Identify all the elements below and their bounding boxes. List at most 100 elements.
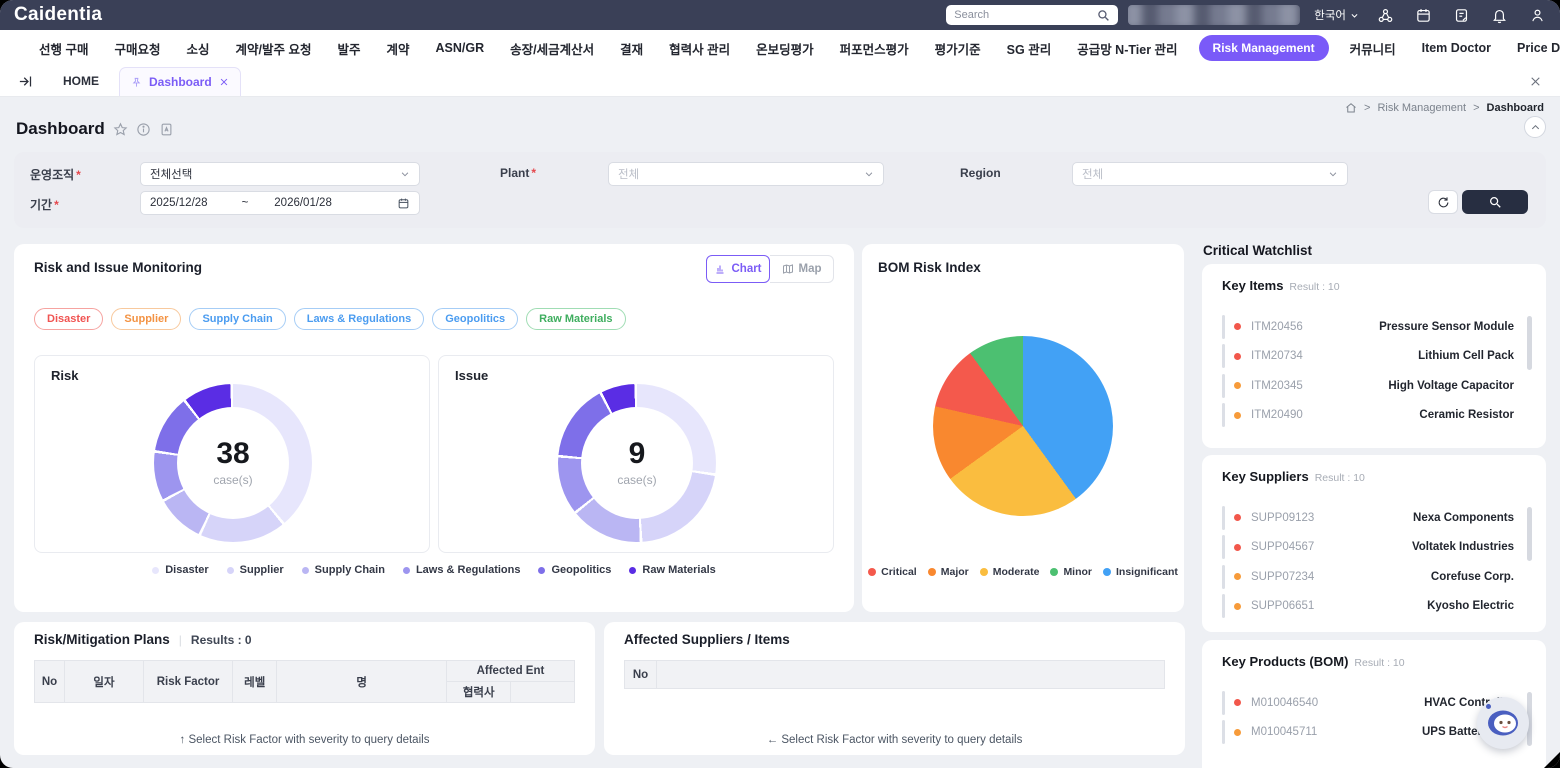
info-icon[interactable] xyxy=(136,122,151,137)
close-icon[interactable] xyxy=(1529,75,1542,88)
legend-major[interactable]: Major xyxy=(927,566,969,578)
list-item[interactable]: ITM20345 High Voltage Capacitor xyxy=(1222,371,1526,401)
scrollbar-thumb[interactable] xyxy=(1527,507,1532,561)
tab-dashboard[interactable]: Dashboard xyxy=(119,67,241,96)
date-to-value[interactable]: 2026/01/28 xyxy=(274,197,332,209)
bom-pie-chart[interactable] xyxy=(933,336,1113,516)
key-suppliers-title: Key Suppliers Result : 10 xyxy=(1222,469,1365,484)
legend-insignificant[interactable]: Insignificant xyxy=(1103,566,1178,578)
menu-item-performance-eval[interactable]: 퍼포먼스평가 xyxy=(839,42,909,57)
chip-geopolitics[interactable]: Geopolitics xyxy=(432,308,519,330)
menu-item-invoice-tax[interactable]: 송장/세금계산서 xyxy=(510,42,595,57)
legend-supply-chain[interactable]: Supply Chain xyxy=(301,564,385,576)
menu-item-ntier-mgmt[interactable]: 공급망 N-Tier 관리 xyxy=(1077,42,1178,57)
breadcrumb-parent[interactable]: Risk Management xyxy=(1377,102,1467,114)
bell-icon[interactable] xyxy=(1491,7,1508,24)
legend-raw-materials[interactable]: Raw Materials xyxy=(629,564,716,576)
menu-item-price-doctor[interactable]: Price Doctor xyxy=(1517,41,1560,55)
legend-moderate[interactable]: Moderate xyxy=(979,566,1039,578)
manual-doc-icon[interactable] xyxy=(159,122,174,137)
menu-item-community[interactable]: 커뮤니티 xyxy=(1349,42,1396,57)
list-item[interactable]: SUPP06651 Kyosho Electric xyxy=(1222,592,1526,622)
menu-item-risk-management[interactable]: Risk Management xyxy=(1198,35,1329,61)
col-risk-factor[interactable]: Risk Factor xyxy=(142,660,234,703)
search-icon[interactable] xyxy=(1097,9,1110,22)
menu-item-order[interactable]: 발주 xyxy=(337,42,361,57)
risk-donut-chart[interactable]: 38 case(s) xyxy=(154,384,312,542)
menu-item-asn-gr[interactable]: ASN/GR xyxy=(435,41,485,55)
scrollbar-thumb[interactable] xyxy=(1527,692,1532,746)
menu-item-item-doctor[interactable]: Item Doctor xyxy=(1421,41,1492,55)
toggle-map-button[interactable]: Map xyxy=(770,255,834,283)
search-placeholder: Search xyxy=(954,9,990,21)
date-range-input[interactable]: 2025/12/28 ~ 2026/01/28 xyxy=(140,191,420,215)
collapse-filters-button[interactable] xyxy=(1524,116,1546,138)
toggle-chart-button[interactable]: Chart xyxy=(706,255,770,283)
favorite-star-icon[interactable] xyxy=(113,122,128,137)
issue-donut-chart[interactable]: 9 case(s) xyxy=(558,384,716,542)
legend-minor[interactable]: Minor xyxy=(1050,566,1092,578)
menu-item-eval-criteria[interactable]: 평가기준 xyxy=(934,42,981,57)
menu-item-onboarding-eval[interactable]: 온보딩평가 xyxy=(756,42,814,57)
refresh-button[interactable] xyxy=(1428,190,1458,214)
search-button[interactable] xyxy=(1462,190,1528,214)
home-icon[interactable] xyxy=(1345,102,1357,114)
note-icon[interactable] xyxy=(1453,7,1470,24)
menu-item-sg-mgmt[interactable]: SG 관리 xyxy=(1006,42,1052,57)
menu-item-contract-order-request[interactable]: 계약/발주 요청 xyxy=(235,42,312,57)
scrollbar-thumb[interactable] xyxy=(1527,316,1532,370)
region-select[interactable]: 전체 xyxy=(1072,162,1348,186)
chip-laws-regulations[interactable]: Laws & Regulations xyxy=(293,308,425,330)
menu-item-approval[interactable]: 결재 xyxy=(620,42,644,57)
calendar-icon[interactable] xyxy=(397,197,410,210)
col-name[interactable]: 명 xyxy=(276,660,447,703)
chatbot-button[interactable] xyxy=(1477,697,1529,749)
org-chart-icon[interactable] xyxy=(1377,7,1394,24)
list-item[interactable]: ITM20456 Pressure Sensor Module xyxy=(1222,312,1526,342)
col-no[interactable]: No xyxy=(34,660,65,703)
col-supplier[interactable]: 협력사 xyxy=(445,681,512,703)
severity-dot xyxy=(1234,411,1241,419)
legend-disaster[interactable]: Disaster xyxy=(152,564,209,576)
user-icon[interactable] xyxy=(1529,7,1546,24)
language-selector[interactable]: 한국어 xyxy=(1314,7,1359,23)
legend-critical[interactable]: Critical xyxy=(868,566,917,578)
close-tab-icon[interactable] xyxy=(219,77,229,87)
col-affected-entities[interactable]: Affected Ent xyxy=(445,660,575,682)
menu-item-advance-purchase[interactable]: 선행 구매 xyxy=(39,42,89,57)
breadcrumb-sep: > xyxy=(1473,102,1480,114)
chip-supply-chain[interactable]: Supply Chain xyxy=(189,308,286,330)
plant-select[interactable]: 전체 xyxy=(608,162,884,186)
menu-item-sourcing[interactable]: 소싱 xyxy=(186,42,210,57)
col-clipped[interactable] xyxy=(510,681,575,703)
global-search-input[interactable]: Search xyxy=(946,5,1119,25)
chip-raw-materials[interactable]: Raw Materials xyxy=(526,308,626,330)
legend-dot xyxy=(1050,568,1059,576)
list-item[interactable]: SUPP07234 Corefuse Corp. xyxy=(1222,562,1526,592)
date-from-value[interactable]: 2025/12/28 xyxy=(150,197,208,209)
legend-laws-regulations[interactable]: Laws & Regulations xyxy=(402,564,520,576)
col-empty[interactable] xyxy=(655,660,1165,689)
chip-supplier[interactable]: Supplier xyxy=(111,308,182,330)
toggle-chart-label: Chart xyxy=(731,263,762,275)
col-level[interactable]: 레벨 xyxy=(232,660,278,703)
menu-item-supplier-mgmt[interactable]: 협력사 관리 xyxy=(669,42,731,57)
menu-item-purchase-request[interactable]: 구매요청 xyxy=(114,42,161,57)
list-item[interactable]: ITM20734 Lithium Cell Pack xyxy=(1222,342,1526,372)
severity-dot xyxy=(1234,573,1241,581)
col-no[interactable]: No xyxy=(624,660,657,689)
legend-supplier[interactable]: Supplier xyxy=(226,564,284,576)
menu-item-contract[interactable]: 계약 xyxy=(386,42,410,57)
chevron-down-icon xyxy=(1328,169,1338,179)
calendar-icon[interactable] xyxy=(1415,7,1432,24)
list-item[interactable]: ITM20490 Ceramic Resistor xyxy=(1222,401,1526,431)
legend-geopolitics[interactable]: Geopolitics xyxy=(538,564,611,576)
risk-category-chips: Disaster Supplier Supply Chain Laws & Re… xyxy=(34,308,626,330)
list-item[interactable]: SUPP09123 Nexa Components xyxy=(1222,503,1526,533)
chip-disaster[interactable]: Disaster xyxy=(34,308,104,330)
tab-home[interactable]: HOME xyxy=(63,74,99,88)
col-date[interactable]: 일자 xyxy=(63,660,144,703)
collapse-sidebar-icon[interactable] xyxy=(18,74,33,89)
list-item[interactable]: SUPP04567 Voltatek Industries xyxy=(1222,533,1526,563)
org-select[interactable]: 전체선택 xyxy=(140,162,420,186)
